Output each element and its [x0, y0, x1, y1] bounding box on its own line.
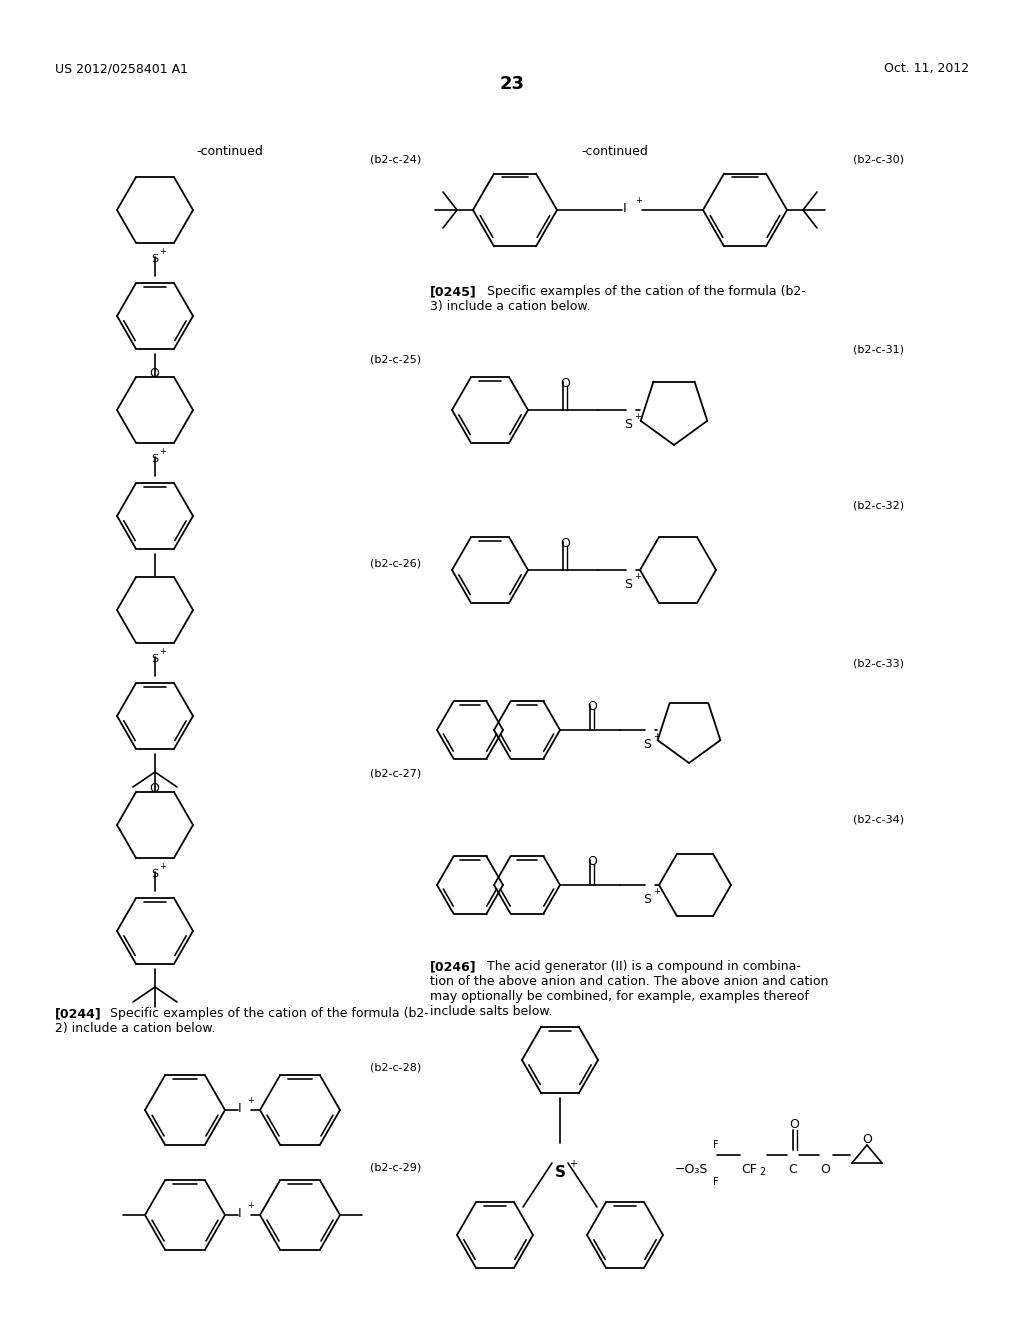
Text: (b2-c-30): (b2-c-30)	[853, 154, 904, 165]
Text: +: +	[248, 1096, 254, 1105]
Text: -continued: -continued	[197, 145, 263, 158]
Text: The acid generator (II) is a compound in combina-: The acid generator (II) is a compound in…	[487, 960, 801, 973]
Text: S: S	[643, 738, 651, 751]
Text: [0246]: [0246]	[430, 960, 476, 973]
Text: Specific examples of the cation of the formula (b2-: Specific examples of the cation of the f…	[110, 1007, 429, 1020]
Text: (b2-c-24): (b2-c-24)	[370, 154, 421, 165]
Text: O: O	[862, 1133, 871, 1146]
Text: (b2-c-26): (b2-c-26)	[370, 558, 421, 568]
Text: +: +	[635, 195, 642, 205]
Text: F: F	[713, 1140, 719, 1150]
Text: tion of the above anion and cation. The above anion and cation: tion of the above anion and cation. The …	[430, 975, 828, 987]
Text: 2: 2	[759, 1167, 765, 1177]
Text: O: O	[587, 855, 597, 869]
Text: Oct. 11, 2012: Oct. 11, 2012	[884, 62, 969, 75]
Text: (b2-c-33): (b2-c-33)	[853, 657, 904, 668]
Text: S: S	[151, 869, 158, 879]
Text: O: O	[150, 367, 159, 380]
Text: CF: CF	[741, 1163, 757, 1176]
Text: O: O	[820, 1163, 829, 1176]
Text: (b2-c-29): (b2-c-29)	[370, 1163, 421, 1173]
Text: US 2012/0258401 A1: US 2012/0258401 A1	[55, 62, 188, 75]
Text: (b2-c-28): (b2-c-28)	[370, 1063, 421, 1073]
Text: −O₃S: −O₃S	[675, 1163, 709, 1176]
Text: [0245]: [0245]	[430, 285, 477, 298]
Text: [0244]: [0244]	[55, 1007, 101, 1020]
Text: +: +	[634, 572, 641, 581]
Text: F: F	[713, 1177, 719, 1187]
Text: O: O	[587, 700, 597, 713]
Text: O: O	[560, 378, 570, 389]
Text: (b2-c-27): (b2-c-27)	[370, 768, 421, 777]
Text: may optionally be combined, for example, examples thereof: may optionally be combined, for example,…	[430, 990, 809, 1003]
Text: S: S	[555, 1166, 566, 1180]
Text: +: +	[634, 412, 641, 421]
Text: S: S	[151, 253, 158, 264]
Text: O: O	[150, 781, 159, 795]
Text: S: S	[151, 653, 158, 664]
Text: S: S	[151, 454, 158, 465]
Text: Specific examples of the cation of the formula (b2-: Specific examples of the cation of the f…	[487, 285, 806, 298]
Text: 23: 23	[500, 75, 524, 92]
Text: +: +	[248, 1201, 254, 1210]
Text: +: +	[159, 862, 166, 871]
Text: (b2-c-31): (b2-c-31)	[853, 345, 904, 355]
Text: S: S	[624, 418, 632, 432]
Text: I: I	[238, 1102, 241, 1115]
Text: +: +	[569, 1159, 577, 1170]
Text: +: +	[159, 447, 166, 455]
Text: S: S	[643, 894, 651, 906]
Text: O: O	[560, 537, 570, 550]
Text: (b2-c-34): (b2-c-34)	[853, 814, 904, 825]
Text: +: +	[653, 887, 659, 896]
Text: (b2-c-25): (b2-c-25)	[370, 355, 421, 366]
Text: O: O	[790, 1118, 799, 1131]
Text: +: +	[159, 647, 166, 656]
Text: 2) include a cation below.: 2) include a cation below.	[55, 1022, 215, 1035]
Text: (b2-c-32): (b2-c-32)	[853, 500, 904, 510]
Text: I: I	[238, 1206, 241, 1220]
Text: 3) include a cation below.: 3) include a cation below.	[430, 300, 591, 313]
Text: C: C	[788, 1163, 797, 1176]
Text: +: +	[159, 247, 166, 256]
Text: +: +	[653, 733, 659, 741]
Text: include salts below.: include salts below.	[430, 1005, 553, 1018]
Text: S: S	[624, 578, 632, 591]
Text: I: I	[623, 202, 627, 215]
Text: -continued: -continued	[582, 145, 648, 158]
